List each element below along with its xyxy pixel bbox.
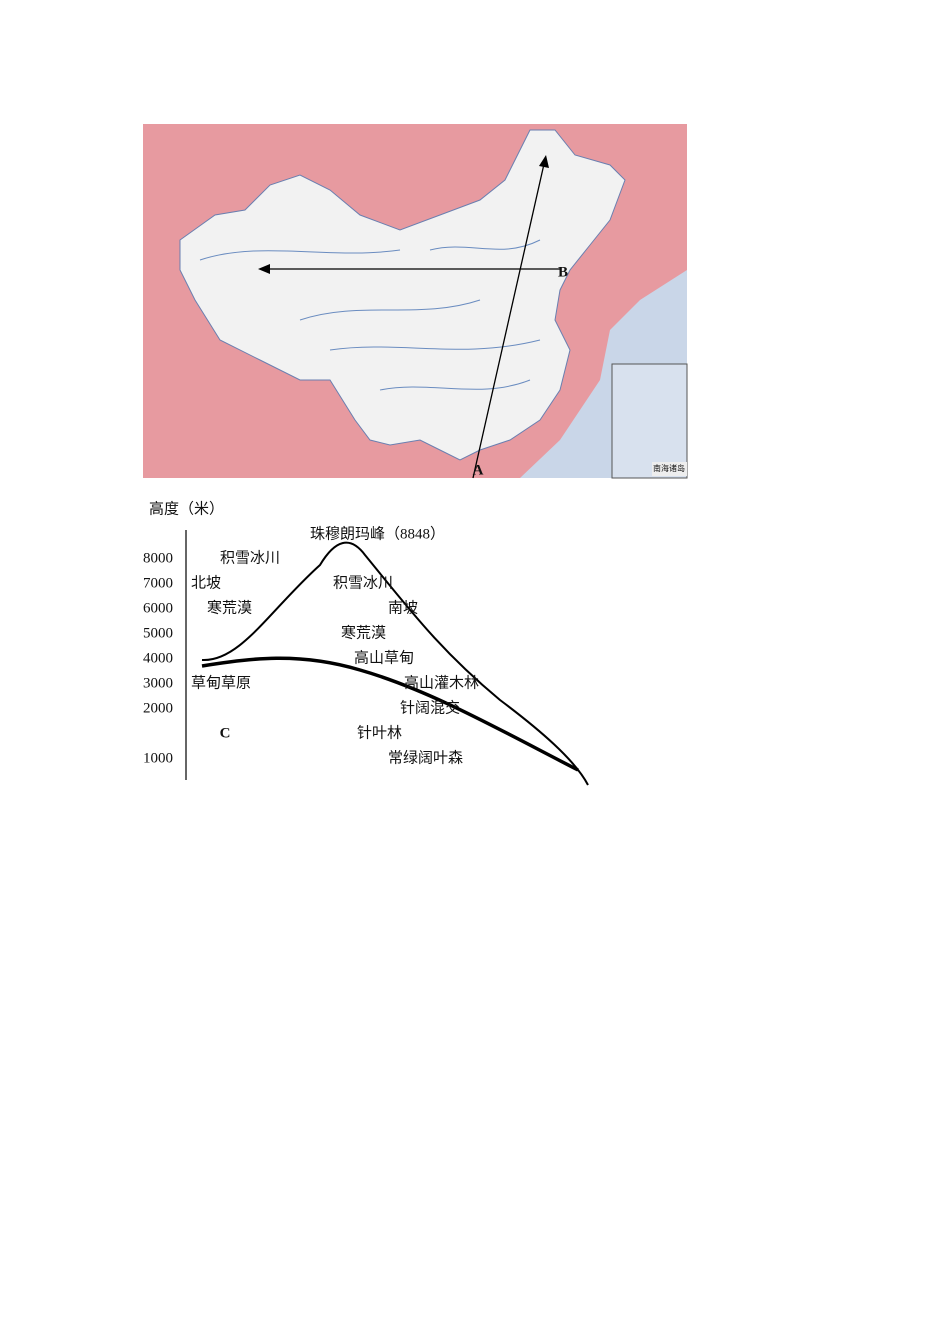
zone-label: 高山灌木林 bbox=[404, 674, 479, 691]
point-label: C bbox=[220, 725, 231, 741]
zone-label: 寒荒漠 bbox=[207, 598, 252, 616]
zone-label: 针阔混交 bbox=[400, 698, 460, 716]
map: 南海诸岛 B A bbox=[143, 124, 688, 479]
china-outline bbox=[179, 129, 626, 461]
zone-label: 寒荒漠 bbox=[341, 623, 386, 641]
point-label: B bbox=[558, 264, 568, 280]
inset-frame bbox=[611, 363, 688, 479]
arrow-head bbox=[539, 155, 549, 168]
profile-diagram: 高度（米） 8000 7000 6000 5000 4000 3000 2000 1000 珠… bbox=[143, 500, 589, 786]
arrow-head bbox=[258, 264, 270, 274]
zone-label: 草甸草原 bbox=[191, 674, 251, 691]
slope-label: 北坡 bbox=[191, 574, 221, 591]
rivers bbox=[199, 239, 541, 391]
zone-label: 积雪冰川 bbox=[333, 574, 393, 591]
height-tick-label: 7000 bbox=[143, 575, 173, 591]
height-tick-label: 5000 bbox=[143, 625, 173, 641]
peak-label: 珠穆朗玛峰（8848） bbox=[310, 525, 445, 542]
north-south-profile bbox=[201, 541, 589, 786]
zone-label: 积雪冰川 bbox=[220, 549, 280, 566]
slope-label: 南坡 bbox=[388, 599, 418, 616]
height-tick-label: 1000 bbox=[143, 750, 173, 766]
height-tick-label: 8000 bbox=[143, 550, 173, 566]
inset-label: 南海诸岛 bbox=[653, 463, 685, 473]
height-tick-label: 6000 bbox=[143, 600, 173, 616]
height-tick-label: 4000 bbox=[143, 650, 173, 666]
zone-label: 高山草甸 bbox=[354, 649, 414, 666]
zone-label: 常绿阔叶森 bbox=[388, 749, 463, 766]
axis-title: 高度（米） bbox=[149, 500, 224, 517]
snow-line-profile bbox=[201, 656, 579, 772]
inset-label-box bbox=[652, 462, 687, 476]
point-label: A bbox=[473, 462, 484, 478]
zone-label: 针叶林 bbox=[357, 724, 402, 741]
height-tick-label: 3000 bbox=[143, 675, 173, 691]
height-tick-label: 2000 bbox=[143, 700, 173, 716]
arrow-line bbox=[472, 163, 545, 479]
